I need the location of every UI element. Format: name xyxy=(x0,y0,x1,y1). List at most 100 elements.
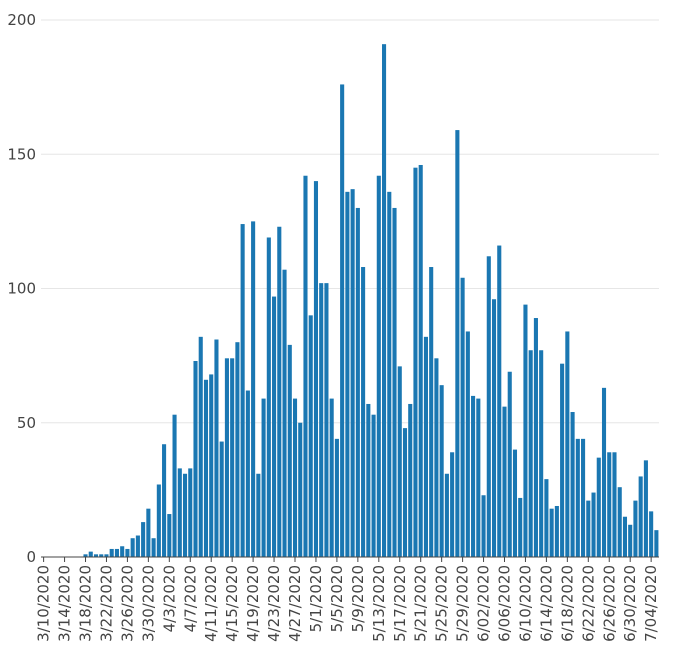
bar xyxy=(334,438,339,557)
bar xyxy=(533,318,538,557)
bar xyxy=(282,269,287,557)
bar xyxy=(512,449,518,557)
y-tick-label: 200 xyxy=(7,11,36,29)
bar xyxy=(601,387,607,557)
bar xyxy=(471,395,476,557)
bar xyxy=(491,299,497,557)
bar xyxy=(141,522,146,557)
x-tick-label: 5/21/2020 xyxy=(412,565,430,642)
bar xyxy=(596,457,601,557)
bar xyxy=(340,84,345,557)
bars xyxy=(83,44,659,558)
bar xyxy=(324,283,329,557)
x-tick-label: 6/10/2020 xyxy=(516,565,534,642)
x-tick-label: 7/04/2020 xyxy=(642,565,660,642)
bar xyxy=(423,336,428,557)
bar xyxy=(162,444,167,557)
bar xyxy=(245,390,250,557)
x-tick-label: 5/25/2020 xyxy=(433,565,451,642)
bar xyxy=(355,207,360,557)
bar xyxy=(256,473,261,557)
bar xyxy=(643,460,648,557)
bar xyxy=(418,164,423,558)
x-tick-label: 5/13/2020 xyxy=(370,565,388,642)
bar xyxy=(261,398,266,557)
x-tick-label: 3/14/2020 xyxy=(56,565,74,642)
bar xyxy=(329,398,334,557)
x-tick-label: 3/10/2020 xyxy=(35,565,53,642)
bar xyxy=(266,237,271,558)
x-tick-label: 4/23/2020 xyxy=(265,565,283,642)
bar xyxy=(481,495,486,557)
bar xyxy=(654,530,659,557)
bar xyxy=(350,189,355,557)
x-tick-label: 6/02/2020 xyxy=(475,565,493,642)
bar xyxy=(146,508,151,557)
bar xyxy=(251,221,256,558)
bar xyxy=(591,492,596,557)
bar xyxy=(277,226,282,557)
bar xyxy=(628,524,633,557)
bar xyxy=(88,551,93,557)
bar xyxy=(83,554,88,557)
x-tick-label: 6/18/2020 xyxy=(558,565,576,642)
bar xyxy=(188,468,193,557)
bar xyxy=(298,422,303,557)
bar xyxy=(130,538,135,557)
bar xyxy=(313,181,319,557)
bar xyxy=(203,379,209,557)
bar xyxy=(308,315,313,557)
bar xyxy=(376,175,381,558)
bar xyxy=(303,175,308,558)
bar xyxy=(429,267,434,557)
x-tick-label: 3/26/2020 xyxy=(118,565,136,642)
bar xyxy=(408,403,413,557)
bar xyxy=(554,505,559,557)
x-tick-label: 5/1/2020 xyxy=(307,565,325,632)
bar xyxy=(371,414,376,557)
y-tick-label: 50 xyxy=(17,414,36,432)
bar xyxy=(125,548,130,557)
bar xyxy=(135,535,140,557)
bar xyxy=(518,497,523,557)
bar xyxy=(214,339,219,557)
bar xyxy=(638,476,643,557)
y-tick-label: 0 xyxy=(26,548,36,566)
bar xyxy=(319,283,324,557)
bar xyxy=(366,403,371,557)
y-tick-label: 150 xyxy=(7,145,36,163)
x-tick-label: 6/26/2020 xyxy=(600,565,618,642)
bar xyxy=(450,452,455,557)
bar xyxy=(99,554,104,557)
bar xyxy=(523,304,528,557)
bar xyxy=(544,479,549,557)
x-tick-label: 4/11/2020 xyxy=(202,565,220,642)
bar xyxy=(209,374,214,557)
bar xyxy=(172,414,177,557)
bar xyxy=(345,191,350,557)
bar xyxy=(460,277,465,557)
bar xyxy=(502,406,507,557)
x-tick-label: 3/22/2020 xyxy=(97,565,115,642)
bar xyxy=(156,484,161,557)
bar xyxy=(581,438,586,557)
x-tick-label: 4/19/2020 xyxy=(244,565,262,642)
bar xyxy=(528,350,533,557)
bar xyxy=(575,438,580,557)
x-tick-label: 6/30/2020 xyxy=(621,565,639,642)
bar xyxy=(434,358,439,557)
bar xyxy=(120,546,125,557)
bar xyxy=(93,554,99,557)
bar xyxy=(382,44,387,558)
bar xyxy=(617,487,622,557)
bar xyxy=(287,344,292,557)
x-tick-label: 5/5/2020 xyxy=(328,565,346,632)
x-tick-label: 3/18/2020 xyxy=(77,565,95,642)
bar xyxy=(570,412,575,557)
bar xyxy=(633,500,638,557)
bar xyxy=(397,366,402,557)
x-tick-label: 6/22/2020 xyxy=(579,565,597,642)
bar xyxy=(109,548,114,557)
bar xyxy=(413,167,418,557)
